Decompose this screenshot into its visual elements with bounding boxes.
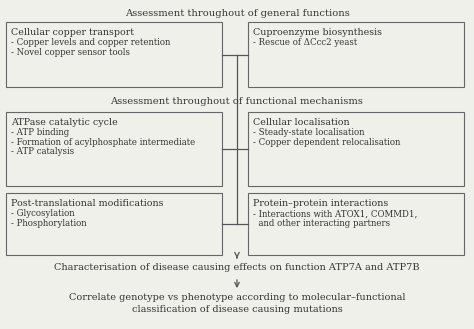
Text: - ATP binding: - ATP binding [11,128,69,137]
Bar [248,193,464,255]
Bar [248,112,464,186]
Bar [6,22,222,87]
Bar [6,193,222,255]
Text: - Copper levels and copper retention: - Copper levels and copper retention [11,38,170,47]
Text: - Phosphorylation: - Phosphorylation [11,219,87,228]
Text: - ATP catalysis: - ATP catalysis [11,147,74,156]
Text: - Copper dependent relocalisation: - Copper dependent relocalisation [253,138,401,147]
Text: - Formation of acylphosphate intermediate: - Formation of acylphosphate intermediat… [11,138,195,147]
Bar [6,112,222,186]
Text: Cellular localisation: Cellular localisation [253,118,350,127]
Bar [248,22,464,87]
Text: - Glycosylation: - Glycosylation [11,209,74,218]
Text: Correlate genotype vs phenotype according to molecular–functional
classification: Correlate genotype vs phenotype accordin… [69,293,405,314]
Text: - Novel copper sensor tools: - Novel copper sensor tools [11,48,130,57]
Text: Protein–protein interactions: Protein–protein interactions [253,199,388,208]
Text: - Rescue of ΔCcc2 yeast: - Rescue of ΔCcc2 yeast [253,38,357,47]
Text: Assessment throughout of general functions: Assessment throughout of general functio… [125,9,349,18]
Text: - Steady-state localisation: - Steady-state localisation [253,128,365,137]
Text: Post-translational modifications: Post-translational modifications [11,199,164,208]
Text: Cellular copper transport: Cellular copper transport [11,28,134,37]
Text: ATPase catalytic cycle: ATPase catalytic cycle [11,118,118,127]
Text: Characterisation of disease causing effects on function ATP7A and ATP7B: Characterisation of disease causing effe… [54,263,420,272]
Text: - Interactions with ATOX1, COMMD1,: - Interactions with ATOX1, COMMD1, [253,209,418,218]
Text: Assessment throughout of functional mechanisms: Assessment throughout of functional mech… [110,97,364,106]
Text: and other interacting partners: and other interacting partners [253,219,390,228]
Text: Cuproenzyme biosynthesis: Cuproenzyme biosynthesis [253,28,382,37]
